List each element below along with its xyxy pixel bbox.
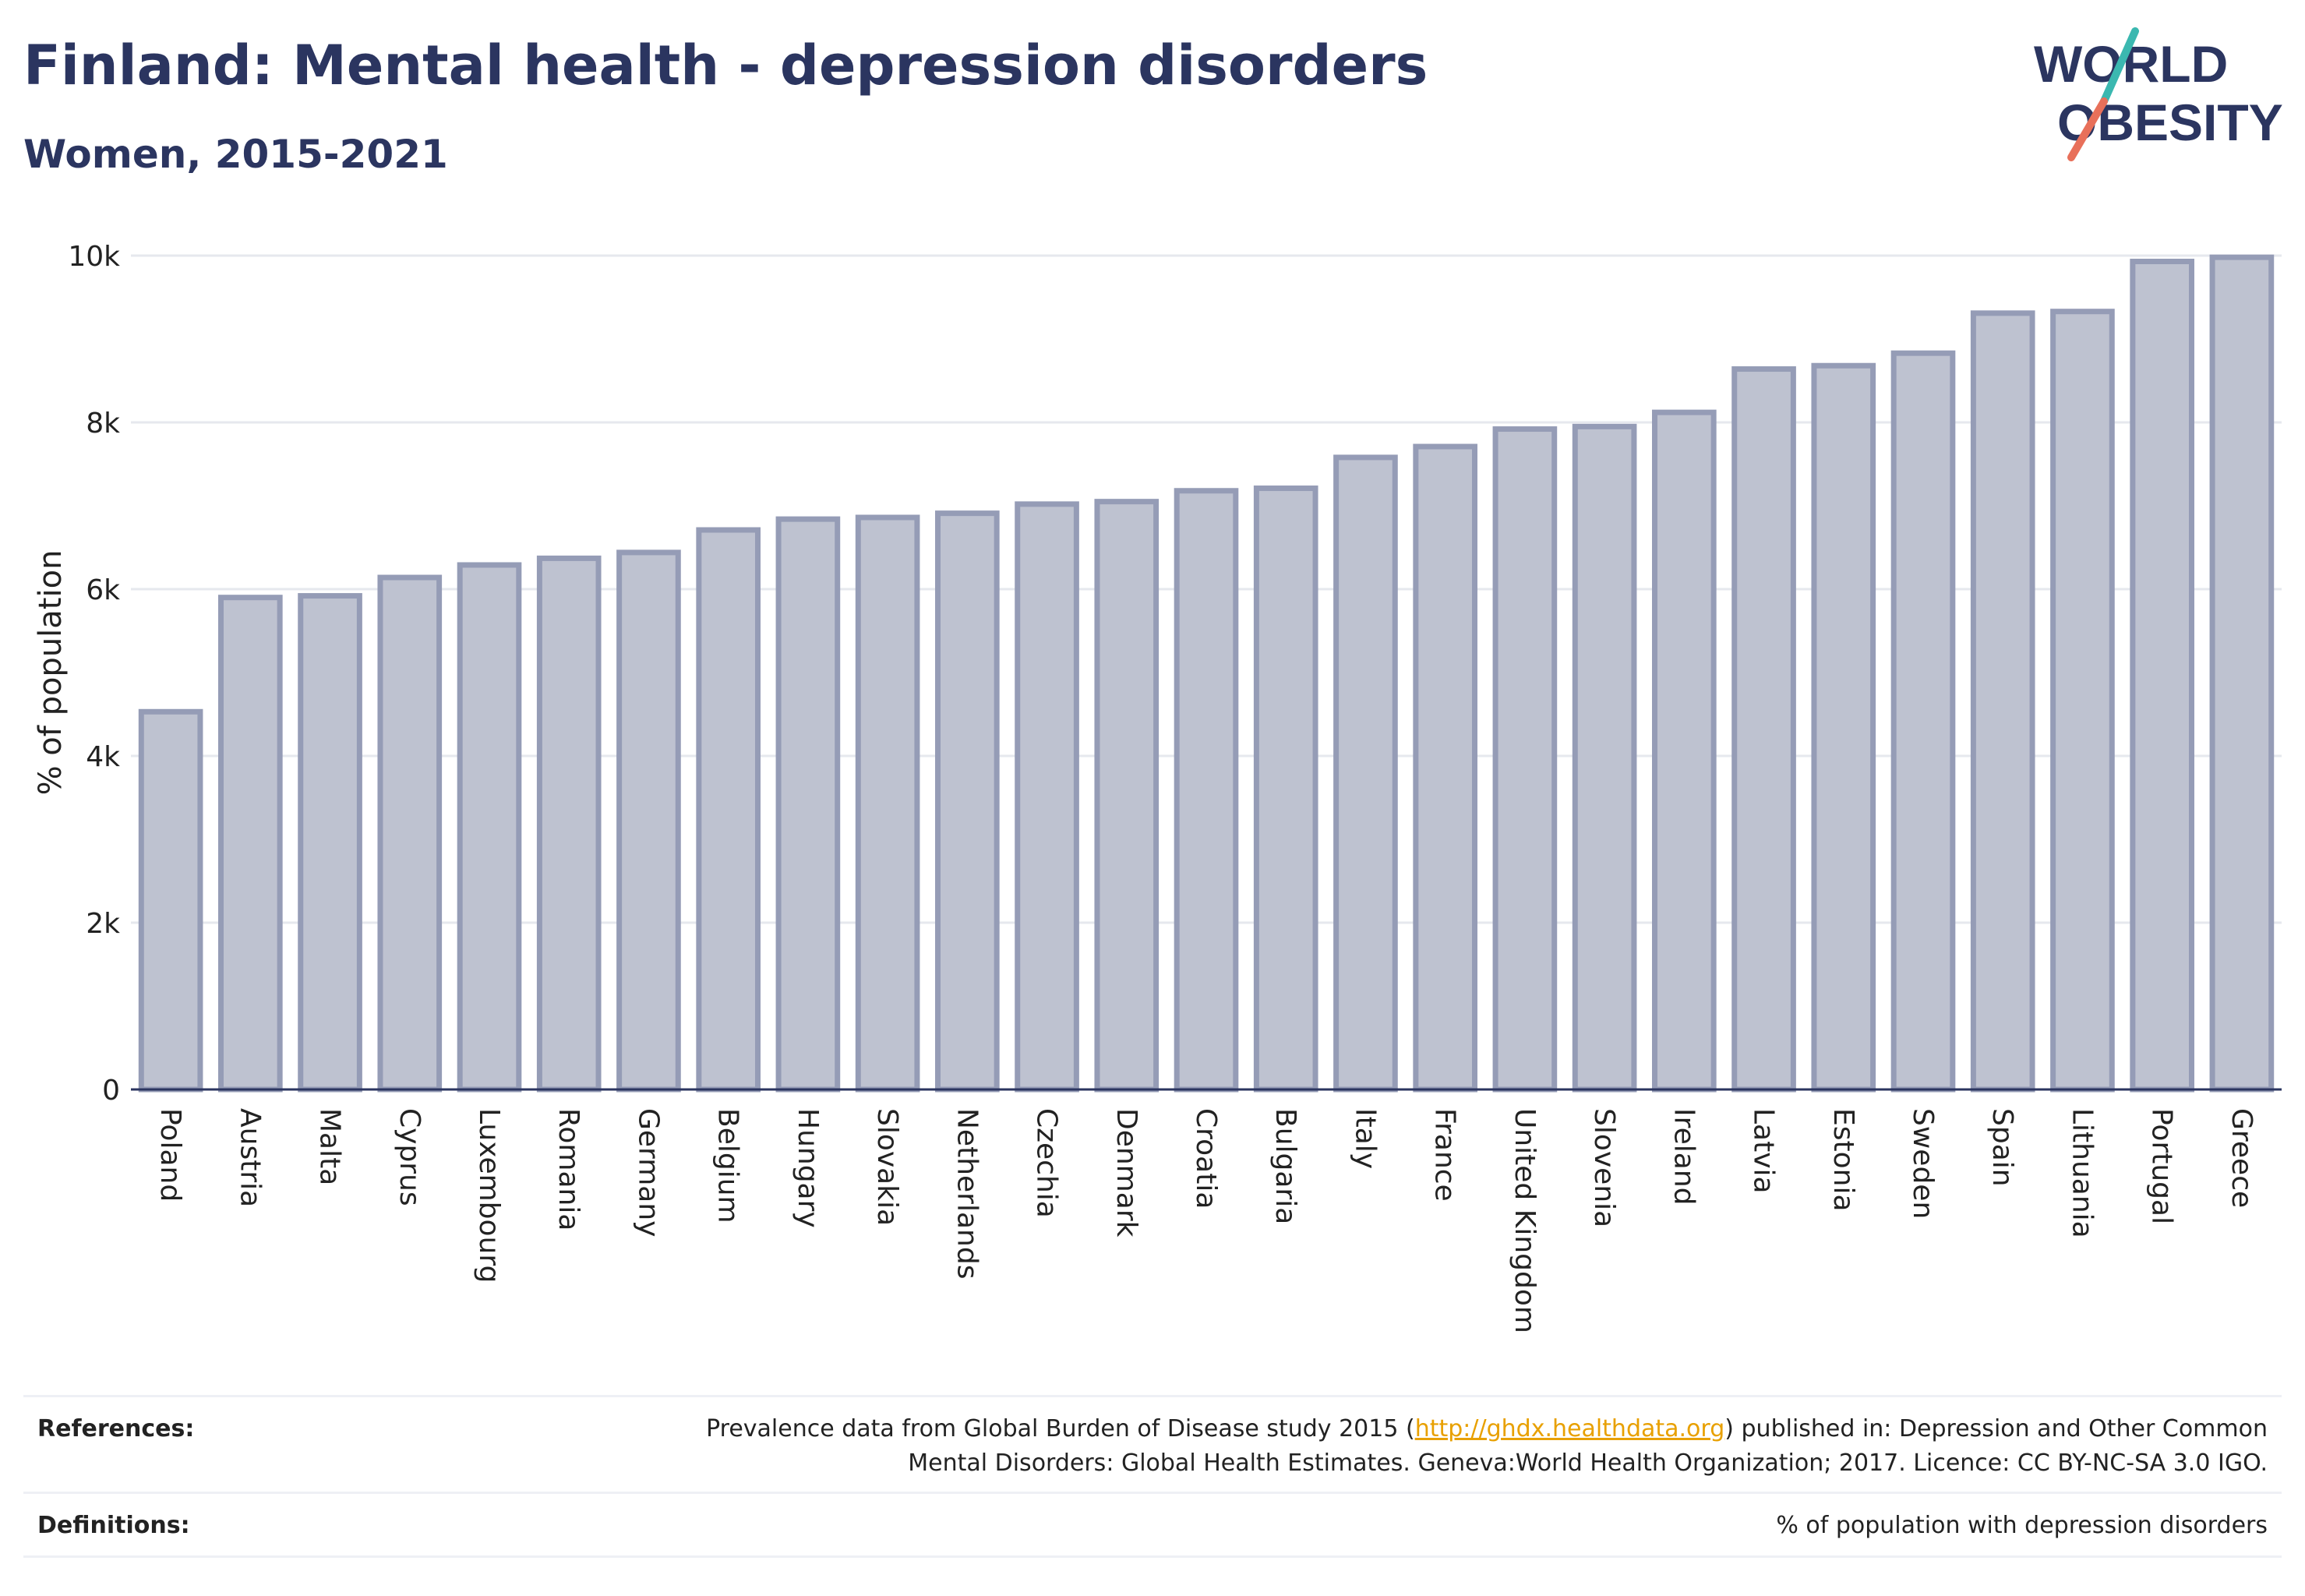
x-tick-label: Greece bbox=[2226, 1108, 2257, 1208]
x-tick-label: Austria bbox=[234, 1108, 266, 1207]
bar-sweden[interactable] bbox=[1890, 350, 1956, 1093]
x-tick-label: Netherlands bbox=[951, 1108, 983, 1279]
bar-luxembourg[interactable] bbox=[457, 562, 522, 1093]
bar-romania[interactable] bbox=[536, 555, 602, 1093]
x-tick-label: Romania bbox=[552, 1108, 584, 1231]
bar-spain[interactable] bbox=[1970, 310, 2035, 1093]
bar-croatia[interactable] bbox=[1174, 488, 1239, 1093]
x-tick-label: Lithuania bbox=[2066, 1108, 2098, 1238]
bar-netherlands[interactable] bbox=[935, 510, 1000, 1093]
definitions-label: Definitions: bbox=[37, 1512, 190, 1539]
bar-latvia[interactable] bbox=[1731, 366, 1796, 1093]
x-tick-label: Spain bbox=[1986, 1108, 2018, 1187]
x-tick-label: Cyprus bbox=[394, 1108, 425, 1206]
bar-lithuania[interactable] bbox=[2050, 309, 2115, 1093]
world-obesity-logo: WORLD OBESITY bbox=[2034, 27, 2283, 161]
logo-slash-bottom bbox=[2067, 97, 2108, 161]
bar-italy[interactable] bbox=[1333, 454, 1398, 1093]
y-tick-label: 4k bbox=[86, 741, 120, 773]
x-tick-label: Sweden bbox=[1907, 1108, 1939, 1219]
bar-cyprus[interactable] bbox=[377, 574, 443, 1093]
bar-bulgaria[interactable] bbox=[1253, 486, 1318, 1093]
x-tick-label: Slovenia bbox=[1588, 1108, 1620, 1227]
references-text: Prevalence data from Global Burden of Di… bbox=[475, 1412, 2268, 1481]
bar-france[interactable] bbox=[1413, 443, 1477, 1093]
x-tick-label: Luxembourg bbox=[473, 1108, 505, 1283]
bar-belgium[interactable] bbox=[696, 527, 761, 1093]
bar-malta[interactable] bbox=[298, 593, 362, 1093]
references-label: References: bbox=[37, 1415, 195, 1442]
bar-poland[interactable] bbox=[138, 708, 203, 1093]
bar-slovakia[interactable] bbox=[855, 514, 920, 1093]
x-tick-label: Ireland bbox=[1668, 1108, 1700, 1206]
y-tick-label: 2k bbox=[86, 908, 120, 940]
bar-estonia[interactable] bbox=[1811, 362, 1876, 1093]
bar-greece[interactable] bbox=[2209, 254, 2275, 1093]
x-tick-label: Hungary bbox=[792, 1108, 824, 1228]
references-section: References: Prevalence data from Global … bbox=[23, 1412, 2282, 1490]
footer-divider-middle bbox=[23, 1492, 2282, 1494]
x-tick-label: Belgium bbox=[712, 1108, 744, 1223]
page-title: Finland: Mental health - depression diso… bbox=[23, 34, 1428, 97]
bar-chart: 0 2k 4k 6k 8k 10k Poland Austria Malta Cyprus Lux… bbox=[33, 241, 2282, 1333]
references-text-after: ) published in: Depression and Other Com… bbox=[1724, 1415, 2268, 1442]
x-tick-label: Malta bbox=[314, 1108, 346, 1185]
x-tick-label: Slovakia bbox=[871, 1108, 903, 1226]
x-tick-label: United Kingdom bbox=[1509, 1108, 1541, 1333]
x-tick-label: Croatia bbox=[1190, 1108, 1222, 1209]
x-tick-label: Czechia bbox=[1031, 1108, 1063, 1218]
x-tick-label: Italy bbox=[1349, 1108, 1381, 1169]
bar-slovenia[interactable] bbox=[1572, 423, 1637, 1093]
bar-germany[interactable] bbox=[616, 549, 681, 1093]
y-tick-label: 8k bbox=[86, 408, 120, 440]
x-tick-label: France bbox=[1429, 1108, 1461, 1202]
footer-divider-top bbox=[23, 1395, 2282, 1397]
bar-portugal[interactable] bbox=[2130, 258, 2194, 1093]
references-text-line2: Mental Disorders: Global Health Estimate… bbox=[908, 1449, 2268, 1477]
page-subtitle: Women, 2015-2021 bbox=[23, 132, 448, 177]
bars bbox=[138, 254, 2275, 1093]
footer-divider-bottom bbox=[23, 1555, 2282, 1558]
bar-united-kingdom[interactable] bbox=[1492, 426, 1558, 1093]
y-axis-tick-labels: 0 2k 4k 6k 8k 10k bbox=[68, 241, 120, 1107]
references-link[interactable]: http://ghdx.healthdata.org bbox=[1414, 1415, 1725, 1442]
y-tick-label: 0 bbox=[102, 1075, 120, 1107]
y-tick-label: 10k bbox=[68, 241, 120, 273]
x-tick-label: Portugal bbox=[2146, 1108, 2178, 1224]
y-tick-label: 6k bbox=[86, 574, 120, 606]
x-tick-label: Poland bbox=[154, 1108, 186, 1202]
definitions-text: % of population with depression disorder… bbox=[1776, 1512, 2268, 1539]
bar-czechia[interactable] bbox=[1015, 501, 1079, 1093]
definitions-section: Definitions: % of population with depres… bbox=[23, 1512, 2282, 1551]
x-tick-label: Estonia bbox=[1827, 1108, 1859, 1212]
references-text-before: Prevalence data from Global Burden of Di… bbox=[706, 1415, 1415, 1442]
bar-ireland[interactable] bbox=[1652, 409, 1717, 1093]
x-tick-label: Latvia bbox=[1748, 1108, 1780, 1194]
x-tick-label: Bulgaria bbox=[1269, 1108, 1301, 1224]
logo-slash-top bbox=[2100, 27, 2139, 105]
x-axis-tick-labels: Poland Austria Malta Cyprus Luxembourg Romani… bbox=[154, 1108, 2257, 1333]
bar-denmark[interactable] bbox=[1094, 499, 1160, 1093]
x-tick-label: Germany bbox=[632, 1108, 664, 1237]
bar-hungary[interactable] bbox=[775, 516, 841, 1093]
y-axis-label: % of population bbox=[33, 550, 69, 796]
bar-austria[interactable] bbox=[218, 595, 283, 1093]
x-tick-label: Denmark bbox=[1110, 1108, 1142, 1238]
